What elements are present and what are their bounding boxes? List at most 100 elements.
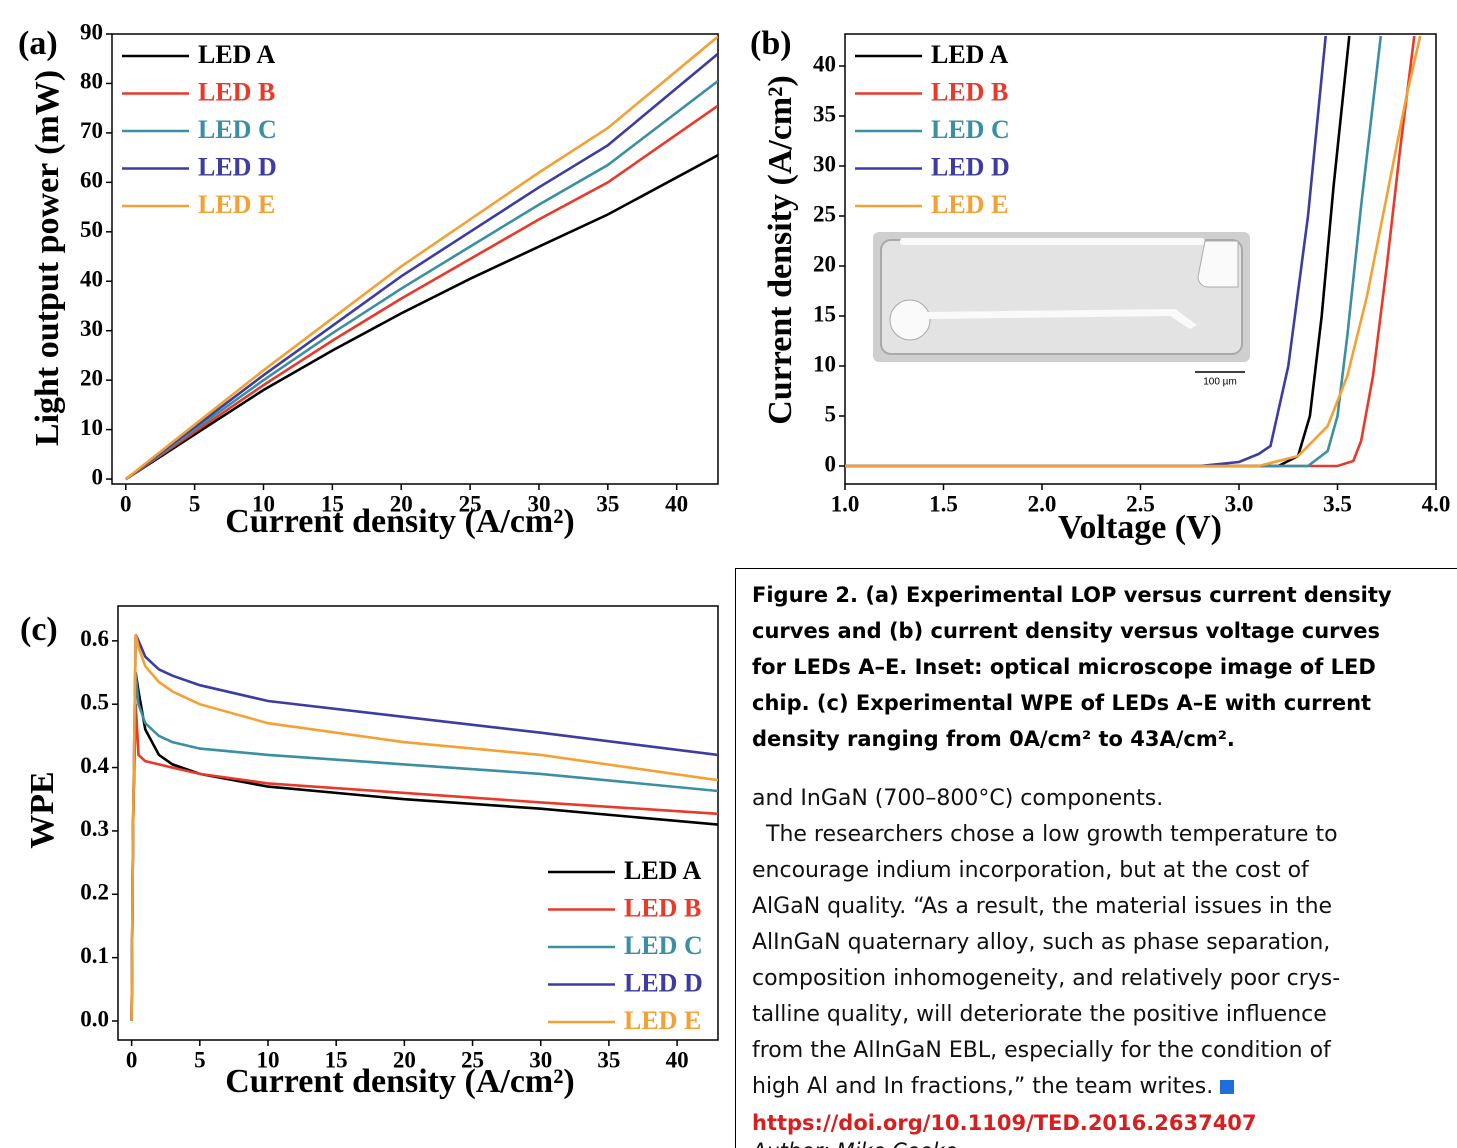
x-tick-label: 30	[527, 491, 550, 516]
end-mark	[1220, 1080, 1235, 1094]
n-pad	[889, 299, 931, 341]
x-tick-label: 40	[666, 1047, 689, 1072]
y-tick-label: 0.4	[80, 753, 109, 778]
x-tick-label: 5	[189, 491, 201, 516]
series-line	[125, 52, 718, 481]
x-tick-label: 10	[252, 491, 275, 516]
inset-image: 100 µm	[873, 232, 1250, 388]
doi-link[interactable]: https://doi.org/10.1109/TED.2016.2637407	[752, 1111, 1257, 1135]
caption-line: for LEDs A–E. Inset: optical microscope …	[752, 655, 1376, 679]
legend-label: LED A	[198, 40, 276, 69]
legend-label: LED A	[624, 856, 702, 885]
y-tick-label: 25	[813, 201, 836, 226]
legend-label: LED B	[624, 893, 701, 922]
x-tick-label: 15	[321, 491, 344, 516]
x-tick-label: 3.5	[1323, 491, 1352, 516]
body-line: and InGaN (700–800°C) components.	[752, 786, 1164, 811]
y-tick-label: 35	[813, 101, 836, 126]
y-tick-label: 60	[80, 168, 103, 193]
body-line: AlGaN quality. “As a result, the materia…	[752, 894, 1333, 919]
series-line	[130, 634, 718, 1022]
legend-label: LED D	[931, 152, 1010, 181]
x-tick-label: 15	[325, 1047, 348, 1072]
body-line: encourage indium incorporation, but at t…	[752, 858, 1309, 883]
y-tick-label: 40	[813, 51, 836, 76]
body-line: composition inhomogeneity, and relativel…	[752, 966, 1341, 991]
x-tick-label: 2.0	[1028, 491, 1057, 516]
y-tick-label: 50	[80, 217, 103, 242]
y-tick-label: 20	[80, 365, 103, 390]
y-tick-label: 80	[80, 69, 103, 94]
y-tick-label: 40	[80, 267, 103, 292]
y-tick-label: 30	[813, 151, 836, 176]
x-tick-label: 2.5	[1126, 491, 1155, 516]
y-tick-label: 0	[825, 451, 837, 476]
series-line	[845, 35, 1416, 468]
y-axis-label: Current density (A/cm²)	[762, 75, 799, 425]
legend-label: LED E	[624, 1006, 701, 1035]
x-tick-label: 1.0	[831, 491, 860, 516]
x-tick-label: 30	[529, 1047, 552, 1072]
y-tick-label: 0.2	[80, 880, 109, 905]
p-pad	[1197, 240, 1239, 288]
x-tick-label: 10	[257, 1047, 280, 1072]
x-tick-label: 25	[461, 1047, 484, 1072]
y-axis-label: WPE	[24, 771, 61, 848]
legend-label: LED D	[624, 968, 703, 997]
y-tick-label: 10	[813, 351, 836, 376]
chart: 0 5 10 15 20 25 30 35 40 0.0 0.1 0.2 0.3 0.4 0.5 0.6 (c)…	[20, 605, 719, 1100]
x-tick-label: 5	[194, 1047, 206, 1072]
y-tick-label: 0.0	[80, 1006, 109, 1031]
x-tick-label: 35	[597, 1047, 620, 1072]
body-line: high Al and In fractions,” the team writ…	[752, 1069, 1235, 1105]
series-line	[125, 104, 718, 481]
plot-frame	[117, 605, 719, 1041]
x-tick-label: 40	[665, 491, 688, 516]
x-tick-label: 35	[596, 491, 619, 516]
x-tick-label: 3.0	[1225, 491, 1254, 516]
caption-line: curves and (b) current density versus vo…	[752, 619, 1380, 643]
y-tick-label: 0	[92, 464, 104, 489]
legend-label: LED A	[931, 40, 1009, 69]
caption-line: Figure 2. (a) Experimental LOP versus cu…	[752, 583, 1392, 607]
x-tick-label: 0	[126, 1047, 138, 1072]
series-line	[125, 79, 718, 481]
x-axis-label: Current density (A/cm²)	[225, 1063, 575, 1100]
y-tick-label: 0.1	[80, 943, 109, 968]
x-tick-label: 0	[120, 491, 132, 516]
author: Author: Mike Cooke	[752, 1139, 958, 1148]
legend-label: LED B	[931, 77, 1008, 106]
y-axis-label: Light output power (mW)	[29, 70, 66, 446]
series-line	[130, 633, 718, 1022]
panel-label: (c)	[20, 611, 58, 648]
caption-line: density ranging from 0A/cm² to 43A/cm².	[752, 727, 1235, 751]
chip-mesa	[880, 239, 1243, 355]
y-tick-label: 70	[80, 118, 103, 143]
panel-label: (a)	[18, 25, 58, 62]
x-tick-label: 4.0	[1422, 491, 1451, 516]
legend-label: LED E	[198, 190, 275, 219]
chart: 1.0 1.5 2.0 2.5 3.0 3.5 4.0 0 5 10 15 20 25 30 35 40 (b)…	[750, 25, 1450, 546]
y-tick-label: 0.6	[80, 626, 109, 651]
caption-line: chip. (c) Experimental WPE of LEDs A–E w…	[752, 691, 1372, 715]
series-line	[845, 35, 1383, 468]
legend-label: LED B	[198, 77, 275, 106]
y-tick-label: 15	[813, 301, 836, 326]
y-tick-label: 90	[80, 19, 103, 44]
legend-label: LED C	[198, 115, 277, 144]
y-tick-label: 30	[80, 316, 103, 341]
legend-label: LED C	[931, 115, 1010, 144]
x-tick-label: 1.5	[929, 491, 958, 516]
scale-label: 100 µm	[1203, 377, 1237, 388]
y-tick-label: 0.3	[80, 816, 109, 841]
x-axis-label: Current density (A/cm²)	[225, 503, 575, 540]
body-line: talline quality, will deteriorate the po…	[752, 1002, 1327, 1027]
body-text: high Al and In fractions,” the team writ…	[752, 1074, 1214, 1099]
x-axis-label: Voltage (V)	[1058, 509, 1222, 546]
body-line: from the AlInGaN EBL, especially for the…	[752, 1038, 1331, 1063]
body-line: AlInGaN quaternary alloy, such as phase …	[752, 930, 1331, 955]
x-tick-label: 25	[459, 491, 482, 516]
series-line	[125, 154, 718, 481]
